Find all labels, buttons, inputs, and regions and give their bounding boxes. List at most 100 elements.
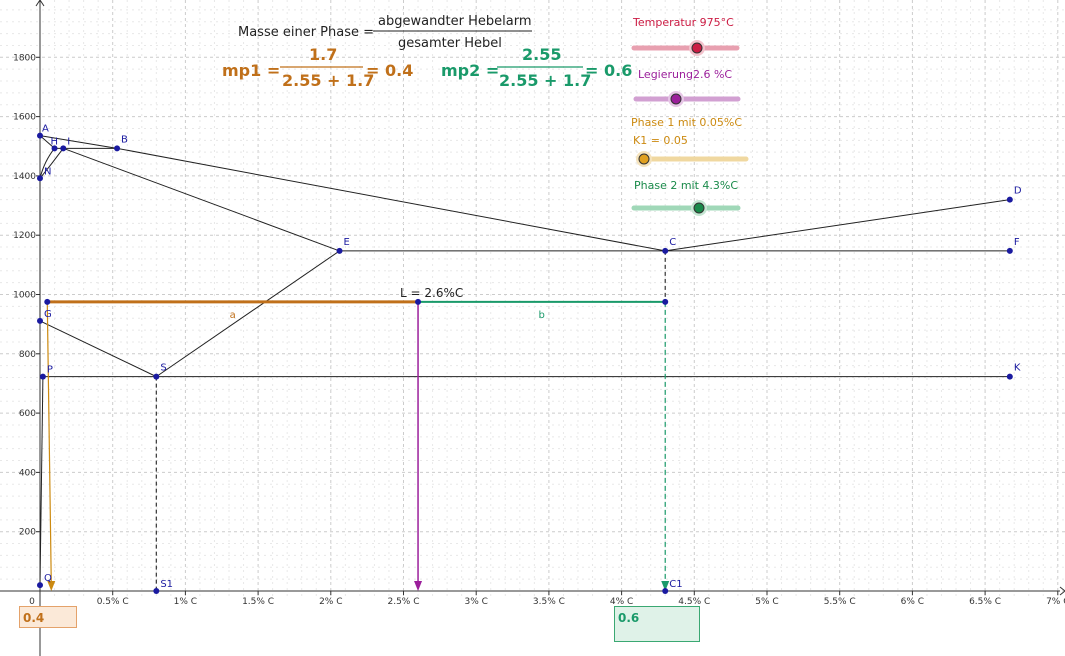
slider-phase1-knob[interactable]	[638, 153, 650, 165]
point-c1	[662, 588, 669, 594]
slider-legierung-label: Legierung2.6 %C	[638, 68, 732, 81]
slider-legierung[interactable]: Legierung2.6 %C	[633, 68, 741, 107]
slider-temperatur[interactable]: Temperatur 975°C	[631, 16, 740, 56]
diagram-points: AH I B N E C F D G P S K Q S1 C1	[37, 124, 1022, 594]
line-gs	[39, 320, 157, 378]
y-tick-label: 600	[19, 409, 36, 419]
liquidus-bc	[116, 147, 666, 252]
formula-denominator: gesamter Hebel	[398, 36, 502, 51]
formula: Masse einer Phase = abgewandter Hebelarm…	[222, 14, 632, 90]
phase1-arrow	[46, 301, 52, 584]
point-label-h: H	[51, 136, 59, 147]
lever-point	[662, 298, 669, 305]
slider-legierung-knob[interactable]	[670, 93, 682, 105]
x-tick-label: 3.5% C	[533, 597, 565, 607]
y-tick-label: 1000	[13, 291, 36, 301]
slider-phase2-label: Phase 2 mit 4.3%C	[634, 179, 738, 192]
y-tick-label: 200	[19, 528, 36, 538]
point-label-k: K	[1014, 363, 1021, 374]
mp2-numerator: 2.55	[522, 45, 561, 64]
y-tick-label: 1800	[13, 53, 36, 63]
y-tick-label: 800	[19, 350, 36, 360]
slider-temperatur-label: Temperatur 975°C	[632, 16, 734, 29]
y-tick-label: 400	[19, 468, 36, 478]
point-label-i: I	[67, 136, 70, 147]
point-label-c: C	[669, 237, 676, 248]
lever-rule: a b L = 2.6%C	[44, 286, 670, 591]
point-b	[114, 145, 121, 152]
slider-temperatur-knob[interactable]	[691, 42, 703, 54]
point-s	[153, 373, 160, 380]
phase-lines	[39, 135, 1010, 591]
lever-point	[415, 298, 422, 305]
point-i	[60, 145, 67, 152]
formula-numerator: abgewandter Hebelarm	[378, 14, 532, 29]
line-ah	[39, 135, 55, 149]
result-box-phase2: 0.6	[614, 606, 700, 642]
liquidus-ab	[39, 135, 118, 149]
mp1-label: mp1 =	[222, 61, 280, 80]
x-tick-label: 0	[29, 597, 35, 607]
point-label-d: D	[1014, 186, 1022, 197]
x-tick-label: 7% C	[1046, 597, 1065, 607]
point-q	[37, 582, 43, 589]
x-tick-label: 6% C	[901, 597, 924, 607]
slider-phase1-sublabel: K1 = 0.05	[633, 134, 688, 147]
mp2-result: = 0.6	[585, 61, 632, 80]
mp2-denominator: 2.55 + 1.7	[499, 71, 591, 90]
point-k	[1006, 373, 1013, 380]
point-g	[37, 317, 43, 324]
slider-phase2-knob[interactable]	[693, 202, 705, 214]
point-label-q: Q	[44, 573, 52, 584]
point-h	[51, 145, 58, 152]
mp1-denominator: 2.55 + 1.7	[282, 71, 374, 90]
lever-point	[44, 298, 51, 305]
point-f	[1006, 247, 1013, 254]
lever-label-b: b	[538, 310, 544, 321]
point-a	[37, 132, 43, 139]
line-es	[156, 250, 340, 378]
slider-phase2[interactable]: Phase 2 mit 4.3%C	[631, 179, 741, 216]
mp1-result: = 0.4	[366, 61, 413, 80]
formula-prefix: Masse einer Phase =	[238, 25, 374, 40]
line-pq	[39, 376, 44, 586]
y-axis-arrow	[35, 0, 45, 7]
point-n	[37, 175, 43, 182]
point-label-b: B	[121, 134, 128, 145]
point-label-a: A	[42, 124, 49, 135]
lever-label-L: L = 2.6%C	[400, 286, 463, 300]
x-tick-label: 2.5% C	[387, 597, 419, 607]
mp1-numerator: 1.7	[309, 45, 337, 64]
point-label-p: P	[47, 365, 53, 376]
point-label-g: G	[44, 309, 52, 320]
slider-phase1[interactable]: Phase 1 mit 0.05%C K1 = 0.05	[631, 116, 749, 167]
x-tick-label: 5% C	[755, 597, 778, 607]
point-label-s1: S1	[160, 579, 173, 590]
x-tick-label: 1% C	[174, 597, 197, 607]
y-tick-label: 1200	[13, 231, 36, 241]
solidus-ie	[63, 147, 340, 252]
point-c	[662, 247, 669, 254]
liquidus-cd	[665, 199, 1010, 252]
x-tick-label: 6.5% C	[969, 597, 1001, 607]
x-tick-label: 1.5% C	[242, 597, 274, 607]
x-tick-label: 0.5% C	[97, 597, 129, 607]
point-label-s: S	[160, 363, 166, 374]
y-tick-label: 1600	[13, 113, 36, 123]
point-s1	[153, 588, 160, 594]
point-label-n: N	[44, 166, 51, 177]
phase2-arrow-head	[661, 581, 670, 591]
x-tick-label: 2% C	[319, 597, 342, 607]
x-tick-label: 4.5% C	[678, 597, 710, 607]
result-box-phase1: 0.4	[19, 606, 77, 628]
line-ni	[39, 148, 64, 179]
x-tick-label: 3% C	[464, 597, 487, 607]
phase1-arrow-head	[47, 581, 56, 591]
point-label-c1: C1	[669, 579, 682, 590]
x-tick-label: 4% C	[610, 597, 633, 607]
point-e	[336, 247, 343, 254]
point-label-f: F	[1014, 237, 1020, 248]
lever-label-a: a	[230, 310, 236, 321]
x-axis-arrow	[1059, 586, 1065, 596]
